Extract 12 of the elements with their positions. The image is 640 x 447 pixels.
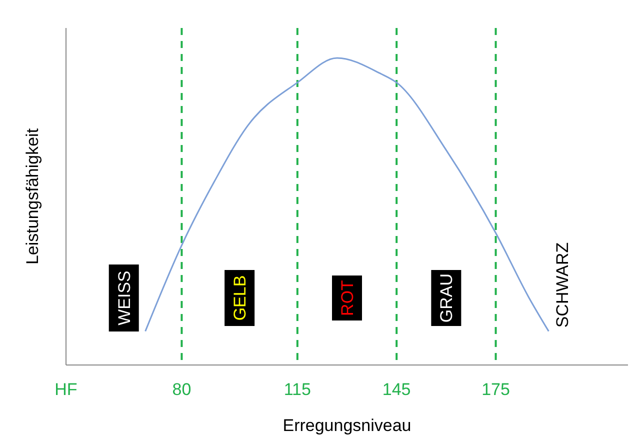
x-tick-label: HF [54, 380, 78, 399]
y-axis-title: Leistungsfähigkeit [23, 128, 42, 265]
annotation: GELB [230, 275, 250, 321]
x-tick-label: 80 [172, 380, 192, 399]
annotation: WEISS [114, 270, 134, 326]
x-tick-label: 145 [382, 380, 411, 399]
annotation: ROT [338, 280, 357, 316]
x-axis-title: Erregungsniveau [282, 416, 412, 435]
annotation: GRAU [437, 273, 456, 323]
x-tick-label: 175 [482, 380, 510, 399]
annotation: SCHWARZ [552, 242, 572, 328]
x-tick-label: 115 [284, 380, 311, 399]
